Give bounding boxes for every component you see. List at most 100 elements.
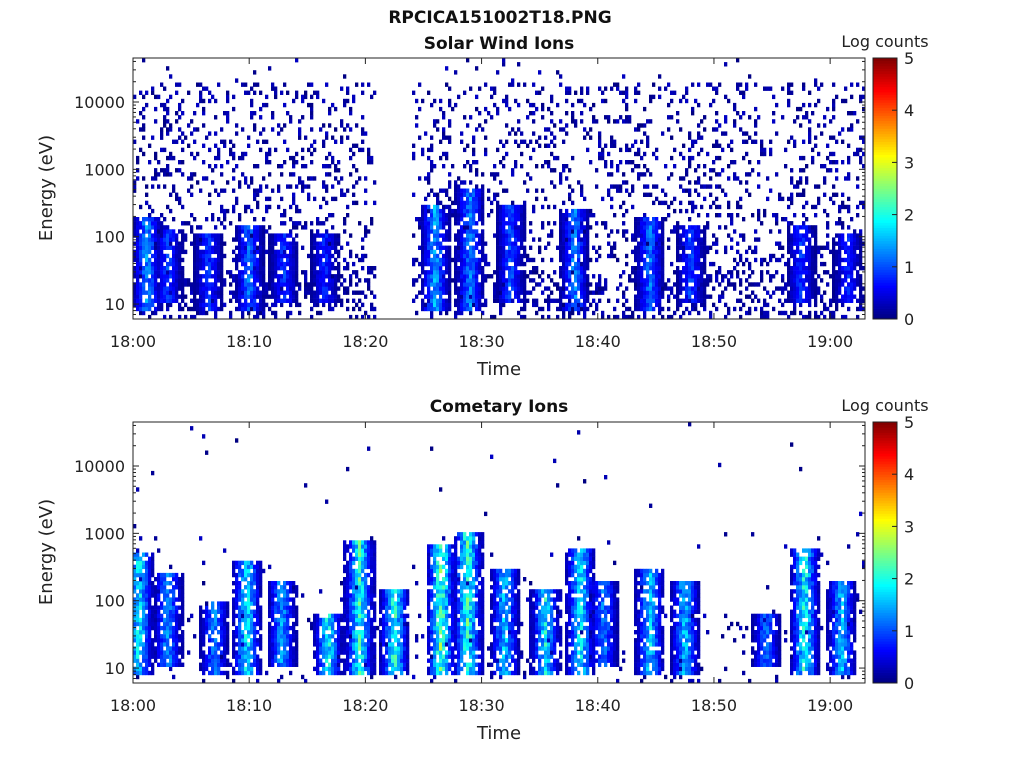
heatmap-cell — [505, 266, 509, 271]
heatmap-cell — [598, 274, 602, 279]
heatmap-cell — [700, 147, 704, 153]
heatmap-cell — [679, 286, 683, 291]
heatmap-cell — [472, 237, 476, 242]
heatmap-cell — [604, 86, 608, 91]
heatmap-cell — [199, 278, 203, 283]
heatmap-cell — [613, 213, 617, 218]
heatmap-cell — [565, 217, 569, 222]
heatmap-cell — [499, 274, 503, 279]
heatmap-cell — [679, 127, 683, 132]
heatmap-cell — [241, 261, 245, 267]
heatmap-cell — [664, 164, 668, 169]
heatmap-cell — [280, 213, 284, 218]
heatmap-cell — [436, 245, 440, 250]
heatmap-cell — [235, 278, 239, 283]
heatmap-cell — [472, 139, 476, 144]
heatmap-cell — [202, 253, 206, 259]
heatmap-cell — [325, 184, 329, 189]
colorbar-segment — [873, 248, 897, 252]
heatmap-cell — [637, 290, 641, 295]
heatmap-cell — [631, 249, 635, 255]
heatmap-cell — [805, 298, 809, 303]
heatmap-cell — [292, 225, 296, 230]
heatmap-cell — [853, 111, 857, 116]
heatmap-cell — [673, 147, 677, 153]
heatmap-cell — [832, 237, 836, 242]
heatmap-cell — [652, 298, 656, 303]
heatmap-cell — [751, 213, 755, 218]
colorbar-segment — [873, 159, 897, 163]
heatmap-cell — [220, 233, 224, 238]
heatmap-cell — [472, 213, 476, 218]
heatmap-cell — [502, 249, 506, 255]
heatmap-cell — [457, 241, 461, 246]
heatmap-cell — [823, 176, 827, 181]
heatmap-cell — [259, 298, 263, 303]
heatmap-cell — [334, 168, 338, 173]
heatmap-cell — [568, 168, 572, 173]
heatmap-cell — [742, 111, 746, 116]
heatmap-cell — [271, 310, 275, 316]
heatmap-cell — [739, 314, 743, 320]
heatmap-cell — [592, 245, 596, 250]
heatmap-cell — [277, 257, 281, 263]
heatmap-cell — [199, 298, 203, 303]
heatmap-cell — [259, 188, 263, 193]
heatmap-cell — [172, 139, 176, 144]
heatmap-cell — [766, 310, 770, 316]
heatmap-cell — [337, 168, 341, 173]
heatmap-cell — [565, 237, 569, 242]
heatmap-cell — [280, 282, 284, 287]
heatmap-cell — [310, 160, 314, 165]
heatmap-cell — [190, 131, 194, 136]
heatmap-cell — [145, 270, 149, 275]
heatmap-cell — [631, 143, 635, 148]
heatmap-cell — [364, 225, 368, 230]
heatmap-cell — [292, 249, 296, 255]
heatmap-cell — [145, 261, 149, 267]
heatmap-cell — [586, 257, 590, 263]
heatmap-cell — [487, 274, 491, 279]
heatmap-cell — [625, 314, 629, 320]
colorbar-segment — [873, 154, 897, 158]
heatmap-cell — [859, 135, 863, 140]
heatmap-cell — [652, 253, 656, 259]
heatmap-cell — [175, 111, 179, 116]
heatmap-cell — [829, 314, 833, 320]
heatmap-cell — [328, 172, 332, 177]
heatmap-cell — [535, 188, 539, 193]
heatmap-cell — [697, 310, 701, 316]
heatmap-cell — [685, 208, 689, 214]
heatmap-cell — [481, 221, 485, 226]
heatmap-cell — [460, 290, 464, 295]
heatmap-cell — [322, 143, 326, 148]
heatmap-cell — [754, 282, 758, 287]
heatmap-cell — [433, 98, 437, 104]
heatmap-cell — [253, 266, 257, 271]
heatmap-cell — [160, 249, 164, 255]
heatmap-cell — [664, 217, 668, 222]
heatmap-cell — [190, 213, 194, 218]
heatmap-cell — [802, 278, 806, 283]
heatmap-cell — [478, 306, 482, 312]
colorbar-segment — [873, 73, 897, 77]
heatmap-cell — [448, 282, 452, 287]
heatmap-cell — [217, 155, 221, 161]
heatmap-cell — [316, 261, 320, 267]
heatmap-cell — [574, 302, 578, 308]
heatmap-cell — [718, 155, 722, 161]
heatmap-cell — [790, 221, 794, 226]
heatmap-cell — [190, 282, 194, 287]
heatmap-cell — [313, 237, 317, 242]
heatmap-cell — [835, 270, 839, 275]
heatmap-cell — [535, 298, 539, 303]
heatmap-cell — [577, 270, 581, 275]
heatmap-cell — [829, 249, 833, 255]
heatmap-cell — [802, 233, 806, 238]
heatmap-cell — [430, 168, 434, 173]
heatmap-cell — [847, 208, 851, 214]
heatmap-cell — [133, 666, 137, 672]
heatmap-cell — [502, 225, 506, 230]
heatmap-cell — [838, 290, 842, 295]
heatmap-cell — [193, 278, 197, 283]
